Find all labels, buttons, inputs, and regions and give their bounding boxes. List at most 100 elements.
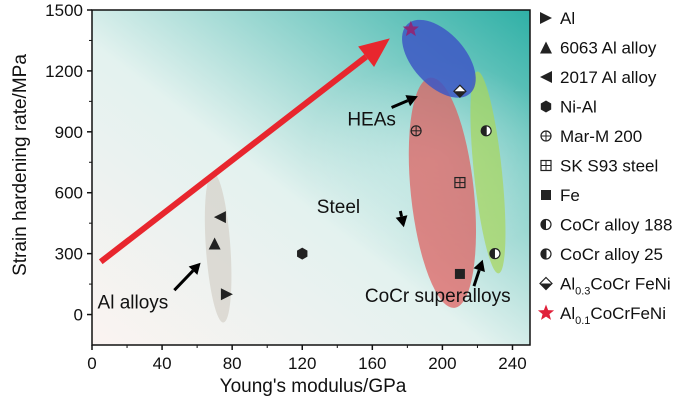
x-tick-label: 120 [288, 354, 316, 373]
annotations: Al alloys Steel CoCr superalloys HEAs [98, 38, 511, 313]
legend-label: 2017 Al alloy [560, 68, 657, 87]
legend-marker [540, 159, 552, 172]
point-sk-s93-steel [454, 176, 466, 189]
region-label-heas: HEAs [347, 110, 396, 131]
legend-label: Al0.1CoCrFeNi [560, 304, 666, 327]
legend-marker [539, 276, 553, 291]
point-2017-al-alloy [213, 211, 226, 224]
pointer-steel [398, 210, 404, 217]
y-tick-label: 300 [55, 245, 83, 264]
half-fill [453, 91, 466, 98]
points [208, 20, 501, 301]
x-tick-label: 200 [428, 354, 456, 373]
legend-item-cocr-alloy-188: CoCr alloy 188 [540, 216, 672, 235]
legend-subscript: 0.3 [575, 286, 590, 298]
legend: Al 6063 Al alloy 2017 Al alloy Ni-Al Mar-M 2… [537, 9, 672, 327]
hexagon-icon [297, 247, 308, 260]
legend-label: Al0.3CoCr FeNi [560, 275, 671, 298]
pointer-cocr-superalloys [472, 269, 481, 287]
legend-item-ni-al: Ni-Al [540, 98, 597, 117]
legend-marker [541, 190, 551, 200]
x-tick-label: 160 [358, 354, 386, 373]
y-tick-label: 0 [74, 306, 83, 325]
legend-item-mar-m-200: Mar-M 200 [540, 127, 642, 146]
region-label-al-alloys: Al alloys [98, 292, 169, 313]
region-cocr-superalloys [470, 71, 506, 274]
x-tick-label: 240 [498, 354, 526, 373]
point-6063-al-alloy [208, 237, 221, 250]
y-axis-label: Strain hardening rate/MPa [10, 54, 31, 276]
triangle-left-icon [540, 71, 552, 83]
triangle-left-icon [213, 211, 226, 224]
x-axis-label: Young's modulus/GPa [220, 376, 407, 397]
region-label-cocr-superalloys: CoCr superalloys [365, 286, 511, 307]
legend-marker [540, 41, 552, 54]
region-heas [402, 19, 476, 98]
x-tick-label: 0 [87, 354, 96, 373]
legend-marker [540, 100, 552, 113]
legend-label: SK S93 steel [560, 157, 658, 176]
legend-item-al0-3cocr-feni: Al0.3CoCr FeNi [539, 275, 671, 298]
pointer-al-alloys [173, 269, 195, 292]
legend-label: Mar-M 200 [560, 127, 642, 146]
legend-item-2017-al-alloy: 2017 Al alloy [540, 68, 657, 87]
triangle-up-icon [208, 237, 221, 250]
point-cocr-alloy-188 [489, 248, 501, 260]
half-fill [481, 125, 487, 136]
legend-marker [540, 12, 552, 24]
y-tick-label: 1200 [45, 62, 83, 81]
legend-marker [540, 218, 552, 231]
star-icon [402, 20, 419, 37]
point-ni-al [297, 247, 308, 260]
legend-marker [540, 71, 552, 83]
point-al0-1cocrfeni [402, 20, 419, 37]
triangle-up-icon [540, 41, 552, 54]
pointer-heas [391, 99, 409, 109]
y-tick-label: 600 [55, 184, 83, 203]
legend-label: CoCr alloy 25 [560, 245, 663, 264]
trend-arrow-head [358, 38, 390, 68]
x-tick-label: 40 [153, 354, 172, 373]
legend-marker [537, 304, 555, 320]
point-al [220, 288, 233, 301]
region-steel [408, 77, 477, 308]
legend-label: Al [560, 9, 575, 28]
star-icon [537, 304, 555, 320]
legend-label-rest: CoCrFeNi [590, 304, 666, 323]
region-label-steel: Steel [317, 197, 360, 218]
y-tick-label: 1500 [45, 1, 83, 20]
half-fill [540, 283, 552, 290]
legend-marker [540, 248, 552, 260]
hexagon-icon [540, 100, 552, 113]
y-tick-label: 900 [55, 123, 83, 142]
half-fill [541, 219, 546, 230]
legend-subscript: 0.1 [575, 315, 590, 327]
point-cocr-alloy-25 [480, 125, 492, 137]
triangle-right-icon [540, 12, 552, 24]
legend-item-6063-al-alloy: 6063 Al alloy [540, 39, 657, 58]
plot-frame [91, 9, 531, 346]
point-mar-m-200 [410, 125, 422, 137]
legend-label: Ni-Al [560, 98, 597, 117]
legend-label: CoCr alloy 188 [560, 216, 672, 235]
legend-item-fe: Fe [541, 186, 580, 205]
legend-item-sk-s93-steel: SK S93 steel [540, 157, 658, 176]
legend-marker [540, 130, 552, 142]
pointer-head-heas [405, 95, 418, 107]
legend-item-al0-1cocrfeni: Al0.1CoCrFeNi [537, 304, 666, 327]
triangle-right-icon [220, 288, 233, 301]
square-icon [541, 190, 551, 200]
legend-label: Fe [560, 186, 580, 205]
square-icon [454, 268, 465, 279]
axes: 0 40 80 120 160 200 240 0 300 600 900 1200 1500 [45, 1, 531, 373]
half-fill [489, 248, 495, 259]
trend-arrow [98, 54, 368, 265]
x-tick-label: 80 [223, 354, 242, 373]
point-al0-3cocr-feni [453, 84, 467, 99]
legend-label: 6063 Al alloy [560, 39, 657, 58]
legend-item-al: Al [540, 9, 575, 28]
point-fe [454, 268, 465, 279]
legend-label-rest: CoCr FeNi [590, 275, 670, 294]
pointer-head-cocr-superalloys [473, 259, 485, 273]
